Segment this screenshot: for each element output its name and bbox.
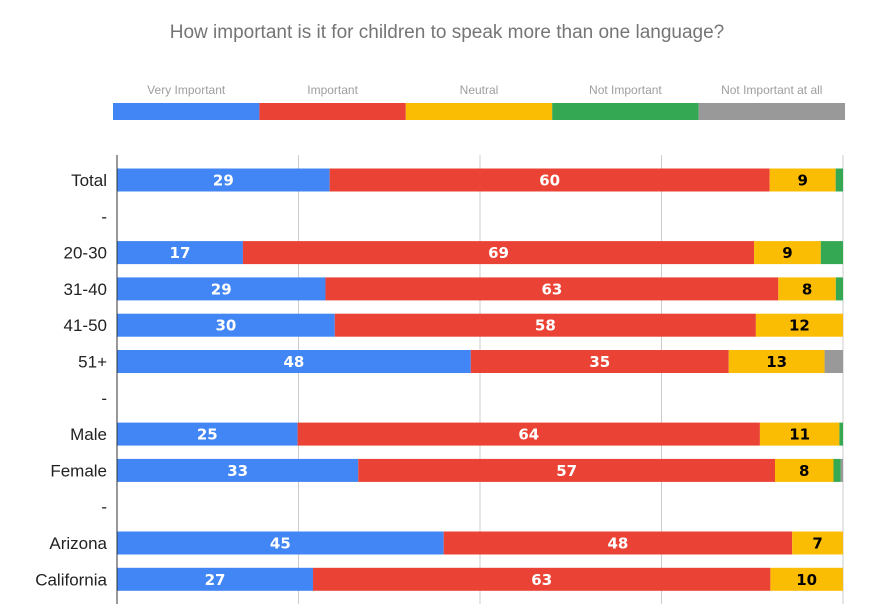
category-label: Total [71, 171, 107, 190]
data-label: 48 [608, 535, 629, 553]
data-label: 17 [170, 244, 191, 262]
bar-segment [117, 277, 326, 301]
bar-segment [769, 168, 836, 192]
category-label: California [35, 570, 107, 589]
bar-segment [840, 458, 843, 482]
category-label: - [101, 498, 107, 517]
category-labels: Total - 20-30 31-40 41-50 51+ - Male Female - Ariz… [35, 171, 107, 589]
bar-segment [329, 168, 770, 192]
category-label: - [101, 207, 107, 226]
bar-segment [839, 422, 843, 446]
category-label: - [101, 389, 107, 408]
bar-segment [117, 241, 243, 265]
bar-segment [820, 241, 843, 265]
bar-segment [117, 168, 330, 192]
data-label: 33 [227, 462, 248, 480]
data-label: 11 [789, 426, 810, 444]
data-label: 57 [556, 462, 577, 480]
data-label: 29 [213, 172, 234, 190]
data-label: 63 [531, 571, 552, 589]
data-label: 63 [541, 280, 562, 298]
bar-segment [770, 567, 843, 591]
category-label: Male [70, 425, 107, 444]
bar-segment [754, 241, 821, 265]
bar-segment [117, 313, 335, 337]
data-label: 7 [812, 535, 822, 553]
data-label: 12 [789, 317, 810, 335]
bars: 29 60 9 17 69 9 29 63 8 30 58 12 48 35 13 25 64 11 33 57 8 45… [117, 168, 843, 591]
category-label: Arizona [49, 534, 107, 553]
data-label: 60 [539, 172, 560, 190]
legend-swatch-neutral [405, 103, 553, 120]
data-label: 48 [283, 353, 304, 371]
gridlines [298, 155, 844, 604]
bar-segment [443, 531, 793, 555]
data-label: 29 [211, 280, 232, 298]
bar-segment [833, 458, 841, 482]
bar-segment [778, 277, 836, 301]
data-label: 58 [535, 317, 556, 335]
bar-segment [334, 313, 756, 337]
bar-segment [792, 531, 843, 555]
bar-segment [759, 422, 840, 446]
legend: Very Important Important Neutral Not Import… [113, 83, 845, 120]
bar-segment [297, 422, 760, 446]
data-label: 8 [802, 280, 812, 298]
bar-segment [755, 313, 843, 337]
data-label: 30 [215, 317, 236, 335]
bar-segment [117, 350, 471, 373]
category-label: 20-30 [64, 244, 107, 263]
data-label: 8 [799, 462, 809, 480]
data-label: 35 [589, 353, 610, 371]
category-label: Female [50, 461, 107, 480]
legend-label: Important [307, 83, 358, 97]
legend-label: Not Important [589, 83, 662, 97]
bar-segment [728, 350, 825, 373]
legend-label: Very Important [147, 83, 226, 97]
bar-segment [835, 168, 843, 192]
data-label: 25 [197, 426, 218, 444]
bar-segment [358, 458, 776, 482]
data-label: 9 [782, 244, 792, 262]
data-label: 10 [796, 571, 817, 589]
category-label: 51+ [78, 353, 107, 372]
bar-segment [313, 567, 771, 591]
bar-segment [242, 241, 755, 265]
data-label: 27 [205, 571, 226, 589]
data-label: 9 [797, 172, 807, 190]
data-label: 69 [488, 244, 509, 262]
bar-segment [117, 458, 359, 482]
legend-swatch-important [259, 103, 406, 120]
bar-segment [824, 350, 843, 373]
data-label: 64 [518, 426, 539, 444]
bar-segment [325, 277, 779, 301]
category-label: 31-40 [64, 280, 107, 299]
bar-segment [117, 567, 314, 591]
data-label: 45 [270, 535, 291, 553]
legend-swatch-not-important [552, 103, 699, 120]
bar-segment [117, 422, 298, 446]
legend-swatch-very-important [113, 103, 260, 120]
legend-label: Neutral [460, 83, 499, 97]
category-label: 41-50 [64, 316, 107, 335]
data-label: 13 [766, 353, 787, 371]
legend-swatch-not-important-at-all [698, 103, 845, 120]
bar-segment [470, 350, 729, 373]
bar-segment [775, 458, 834, 482]
legend-label: Not Important at all [721, 83, 822, 97]
chart-title: How important is it for children to spea… [170, 22, 724, 43]
bar-segment [835, 277, 843, 301]
bar-segment [117, 531, 444, 555]
